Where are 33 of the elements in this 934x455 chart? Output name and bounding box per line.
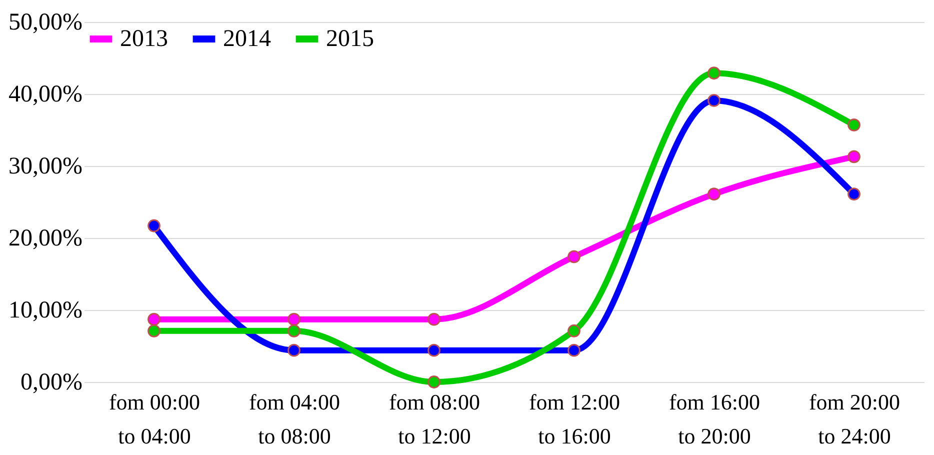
point [148, 312, 160, 326]
point [708, 188, 720, 201]
y-tick-label: 10,00% [8, 298, 82, 324]
point [568, 344, 580, 357]
y-tick-label: 50,00% [8, 10, 82, 36]
y-tick-label: 0,00% [20, 370, 82, 396]
legend-label: 2015 [326, 26, 374, 52]
point [848, 118, 860, 132]
y-tick-label: 20,00% [8, 226, 82, 252]
point [428, 312, 440, 326]
x-tick-label: fom 12:00 to 16:00 [528, 390, 620, 448]
point [428, 376, 440, 388]
point [568, 324, 580, 338]
point [288, 344, 300, 357]
point [708, 66, 720, 80]
y-tick-label: 40,00% [8, 82, 82, 108]
point [708, 94, 720, 107]
point [148, 219, 160, 232]
point [288, 312, 300, 326]
x-tick-label: fom 20:00 to 24:00 [808, 390, 900, 448]
point [428, 344, 440, 357]
point [848, 188, 860, 201]
point [848, 150, 860, 164]
legend-label: 2013 [120, 26, 168, 52]
point [288, 324, 300, 338]
x-tick-label: fom 16:00 to 20:00 [668, 390, 760, 448]
legend-label: 2014 [223, 26, 271, 52]
x-tick-label: fom 08:00 to 12:00 [388, 390, 480, 448]
x-tick-label: fom 00:00 to 04:00 [108, 390, 200, 448]
point [568, 250, 580, 264]
point [148, 324, 160, 338]
x-tick-label: fom 04:00 to 08:00 [248, 390, 340, 448]
y-tick-label: 30,00% [8, 154, 82, 180]
